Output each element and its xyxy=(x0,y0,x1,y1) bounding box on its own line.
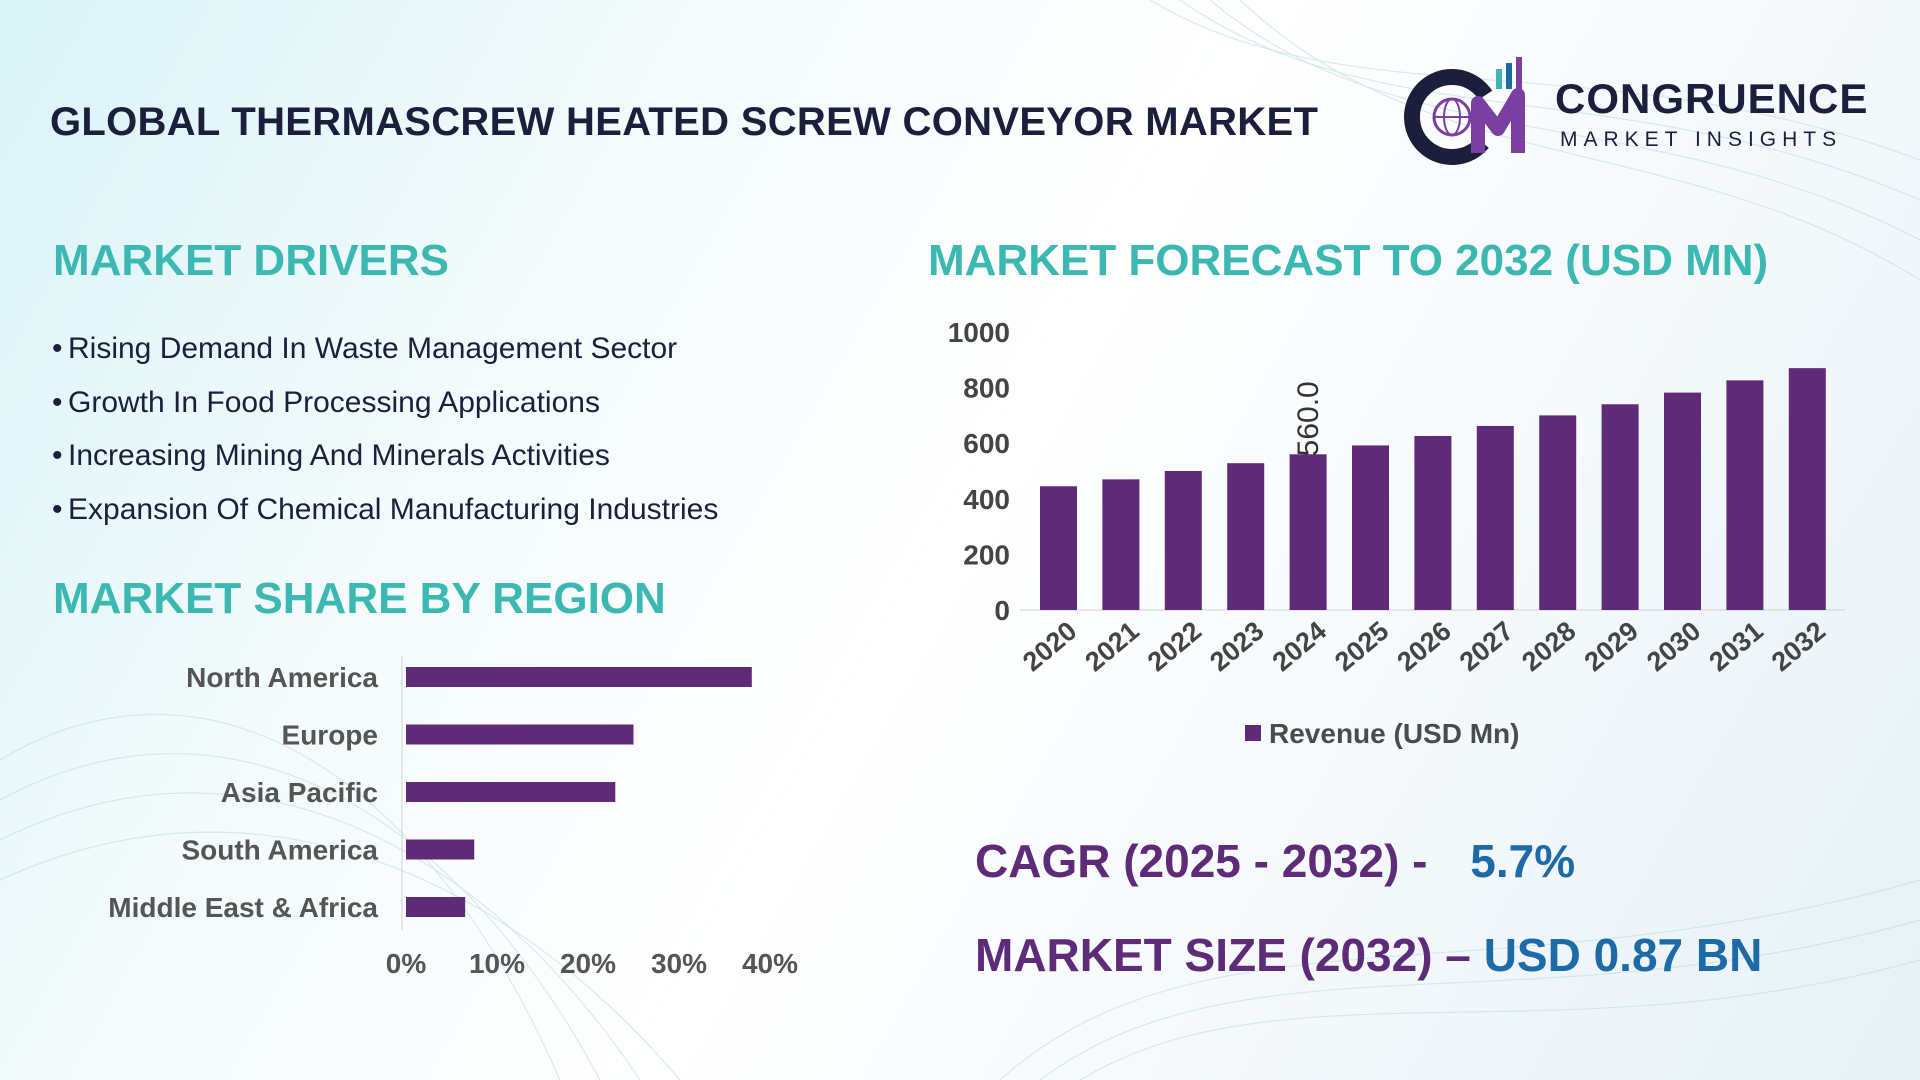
legend-swatch xyxy=(1245,725,1261,741)
forecast-x-tick: 2023 xyxy=(1204,616,1269,678)
region-x-tick: 30% xyxy=(651,948,707,979)
region-bar xyxy=(406,782,616,802)
forecast-bar xyxy=(1414,435,1452,610)
market-size-value: USD 0.87 BN xyxy=(1483,929,1763,981)
forecast-x-tick: 2028 xyxy=(1516,616,1581,678)
region-x-tick: 10% xyxy=(469,948,525,979)
forecast-y-tick: 200 xyxy=(963,539,1010,570)
forecast-x-tick: 2024 xyxy=(1267,616,1332,678)
forecast-y-tick: 1000 xyxy=(948,317,1010,348)
forecast-bar xyxy=(1289,454,1327,610)
forecast-x-tick: 2022 xyxy=(1142,616,1207,678)
driver-item: • Growth In Food Processing Applications xyxy=(52,385,600,419)
legend-label: Revenue (USD Mn) xyxy=(1269,718,1520,749)
forecast-x-tick: 2025 xyxy=(1329,616,1394,678)
forecast-bar xyxy=(1539,415,1577,610)
region-heading: MARKET SHARE BY REGION xyxy=(53,574,666,623)
region-bar xyxy=(406,724,634,745)
region-label: Asia Pacific xyxy=(221,777,378,808)
region-bar xyxy=(406,897,466,917)
forecast-bar xyxy=(1788,368,1826,610)
forecast-x-tick: 2026 xyxy=(1391,616,1456,678)
forecast-bar xyxy=(1227,463,1265,610)
page-title: GLOBAL THERMASCREW HEATED SCREW CONVEYOR… xyxy=(50,100,1319,144)
forecast-y-tick: 0 xyxy=(994,595,1010,626)
logo-mark-icon xyxy=(1404,57,1525,165)
cagr-label: CAGR (2025 - 2032) - xyxy=(975,835,1428,887)
forecast-bar xyxy=(1164,471,1202,610)
forecast-x-tick: 2021 xyxy=(1079,616,1144,678)
region-x-tick: 40% xyxy=(742,948,798,979)
logo-tagline: MARKET INSIGHTS xyxy=(1560,128,1843,151)
forecast-y-tick: 400 xyxy=(963,484,1010,515)
region-x-tick: 20% xyxy=(560,948,616,979)
forecast-x-tick: 2030 xyxy=(1641,616,1706,678)
forecast-x-tick: 2031 xyxy=(1703,616,1768,678)
forecast-bar xyxy=(1102,479,1140,610)
cagr-stat: CAGR (2025 - 2032) - 5.7% xyxy=(975,834,1575,888)
forecast-bar xyxy=(1601,404,1639,610)
forecast-data-label: 560.0 xyxy=(1292,381,1325,456)
driver-item: • Expansion Of Chemical Manufacturing Ind… xyxy=(52,492,719,526)
brand-logo: CONGRUENCE MARKET INSIGHTS xyxy=(1400,55,1880,165)
market-size-stat: MARKET SIZE (2032) – USD 0.87 BN xyxy=(975,928,1762,982)
forecast-bar-chart: 0200400600800100020202021202220232024202… xyxy=(948,317,1845,678)
forecast-x-tick: 2032 xyxy=(1766,616,1831,678)
forecast-bar xyxy=(1352,445,1389,610)
cagr-value: 5.7% xyxy=(1470,835,1576,887)
driver-item: • Increasing Mining And Minerals Activiti… xyxy=(52,439,610,472)
forecast-legend: Revenue (USD Mn) xyxy=(1245,718,1519,750)
forecast-y-tick: 800 xyxy=(963,373,1010,404)
forecast-x-tick: 2020 xyxy=(1017,616,1082,678)
forecast-x-tick: 2029 xyxy=(1579,616,1644,678)
region-label: North America xyxy=(186,662,378,693)
forecast-y-tick: 600 xyxy=(963,428,1010,459)
forecast-bar xyxy=(1726,380,1764,610)
region-label: South America xyxy=(181,835,378,866)
driver-item: • Rising Demand In Waste Management Secto… xyxy=(52,332,678,365)
market-size-label: MARKET SIZE (2032) – xyxy=(975,929,1471,981)
forecast-x-tick: 2027 xyxy=(1454,616,1519,678)
forecast-bar xyxy=(1664,392,1701,610)
logo-name: CONGRUENCE xyxy=(1555,75,1869,122)
region-bar xyxy=(406,839,475,860)
region-share-chart: North America Europe Asia Pacific South Ame… xyxy=(108,656,798,979)
forecast-bar xyxy=(1476,425,1514,610)
drivers-heading: MARKET DRIVERS xyxy=(53,236,450,285)
drivers-list: • Rising Demand In Waste Management Secto… xyxy=(52,322,718,536)
region-label: Middle East & Africa xyxy=(108,892,378,923)
region-bar xyxy=(406,667,752,687)
forecast-heading: MARKET FORECAST TO 2032 (USD MN) xyxy=(928,236,1769,285)
region-x-tick: 0% xyxy=(386,948,427,979)
forecast-bar xyxy=(1040,486,1077,610)
region-label: Europe xyxy=(282,720,378,751)
